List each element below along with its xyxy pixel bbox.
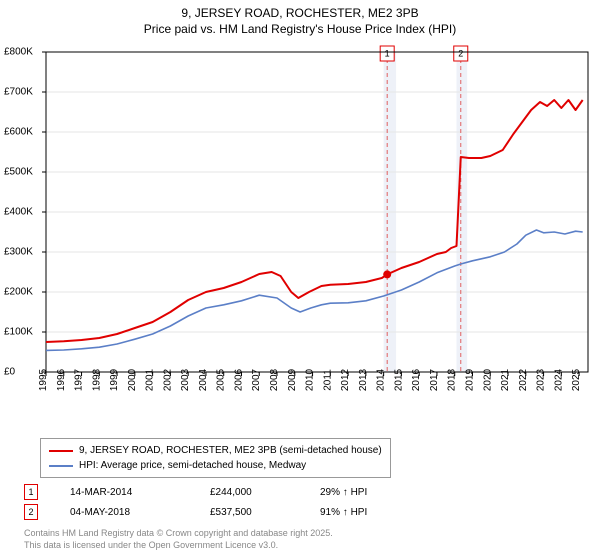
svg-text:£700K: £700K <box>4 87 33 98</box>
svg-text:£600K: £600K <box>4 127 33 138</box>
sale-row: 1 14-MAR-2014£244,00029% ↑ HPI <box>24 482 440 502</box>
legend-item: 9, JERSEY ROAD, ROCHESTER, ME2 3PB (semi… <box>49 443 382 458</box>
sale-date: 04-MAY-2018 <box>70 507 210 518</box>
sale-price: £244,000 <box>210 487 320 498</box>
svg-text:£400K: £400K <box>4 207 33 218</box>
sale-row: 2 04-MAY-2018£537,50091% ↑ HPI <box>24 502 440 522</box>
svg-text:£300K: £300K <box>4 247 33 258</box>
sale-badge: 2 <box>24 504 38 520</box>
footer-line2: This data is licensed under the Open Gov… <box>24 540 333 552</box>
chart-svg: £0 £100K £200K £300K £400K £500K £600K £700K £80… <box>4 42 596 412</box>
legend-item: HPI: Average price, semi-detached house,… <box>49 458 382 473</box>
sale-hpi: 91% ↑ HPI <box>320 507 440 518</box>
chart-titles: 9, JERSEY ROAD, ROCHESTER, ME2 3PB Price… <box>0 0 600 37</box>
legend-label: 9, JERSEY ROAD, ROCHESTER, ME2 3PB (semi… <box>79 443 382 458</box>
legend: 9, JERSEY ROAD, ROCHESTER, ME2 3PB (semi… <box>40 438 391 478</box>
sale-price: £537,500 <box>210 507 320 518</box>
legend-label: HPI: Average price, semi-detached house,… <box>79 458 306 473</box>
footer-line1: Contains HM Land Registry data © Crown c… <box>24 528 333 540</box>
legend-swatch <box>49 450 73 452</box>
title-subtitle: Price paid vs. HM Land Registry's House … <box>0 22 600 38</box>
sale-date: 14-MAR-2014 <box>70 487 210 498</box>
footer-attribution: Contains HM Land Registry data © Crown c… <box>24 528 333 551</box>
sale-badge: 1 <box>24 484 38 500</box>
svg-text:£500K: £500K <box>4 167 33 178</box>
sales-table: 1 14-MAR-2014£244,00029% ↑ HPI 2 04-MAY-201… <box>24 482 440 522</box>
svg-text:£100K: £100K <box>4 327 33 338</box>
legend-swatch <box>49 465 73 467</box>
chart-plot: £0 £100K £200K £300K £400K £500K £600K £700K £80… <box>4 42 596 412</box>
svg-text:£800K: £800K <box>4 47 33 58</box>
svg-text:£0: £0 <box>4 367 16 378</box>
svg-text:£200K: £200K <box>4 287 33 298</box>
chart-container: 9, JERSEY ROAD, ROCHESTER, ME2 3PB Price… <box>0 0 600 560</box>
title-address: 9, JERSEY ROAD, ROCHESTER, ME2 3PB <box>0 6 600 22</box>
svg-text:2: 2 <box>458 48 463 58</box>
svg-text:1: 1 <box>385 48 390 58</box>
sale-hpi: 29% ↑ HPI <box>320 487 440 498</box>
